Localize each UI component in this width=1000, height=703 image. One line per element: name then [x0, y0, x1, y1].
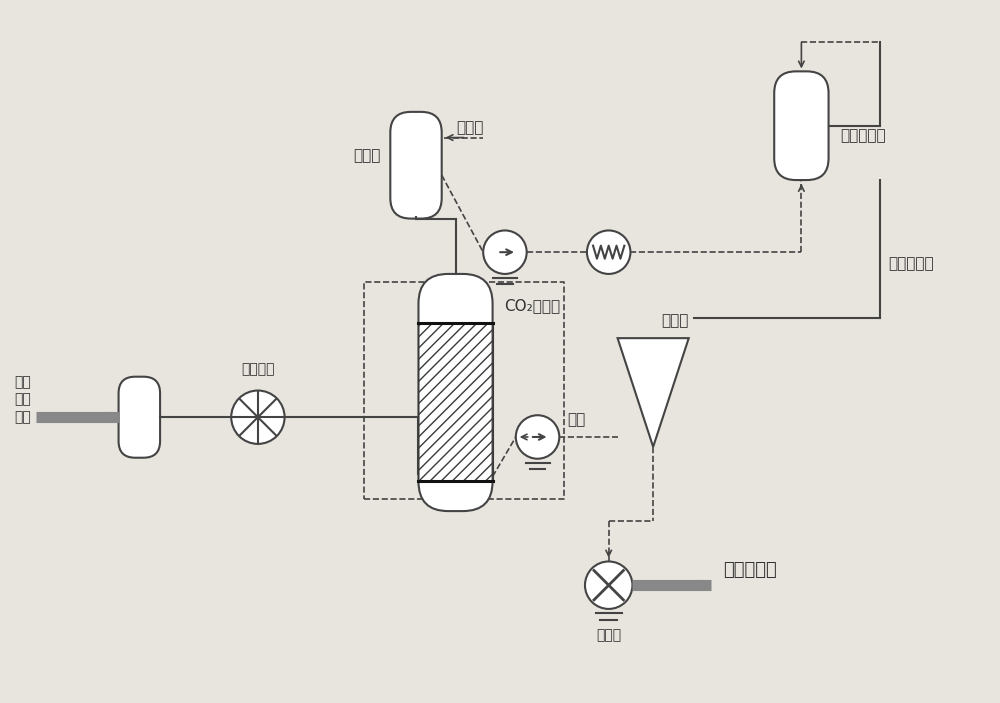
FancyBboxPatch shape — [119, 377, 160, 458]
Polygon shape — [618, 338, 689, 447]
Text: CO₂吸收塔: CO₂吸收塔 — [504, 299, 561, 314]
Text: 高压泵: 高压泵 — [596, 628, 621, 643]
Text: 增压风机: 增压风机 — [241, 363, 275, 377]
Circle shape — [231, 391, 285, 444]
Text: 去结晶工序: 去结晶工序 — [723, 562, 777, 579]
FancyBboxPatch shape — [418, 274, 493, 511]
Text: 旋流器: 旋流器 — [661, 314, 688, 328]
Text: 氨水配制槽: 氨水配制槽 — [840, 128, 886, 143]
Text: 循环水: 循环水 — [457, 120, 484, 135]
Text: 氨循环利用: 氨循环利用 — [888, 257, 934, 271]
Bar — [418, 323, 493, 482]
Circle shape — [587, 231, 630, 274]
Text: 水洗塔: 水洗塔 — [353, 148, 380, 163]
Circle shape — [483, 231, 527, 274]
FancyBboxPatch shape — [774, 72, 829, 180]
Text: 富液: 富液 — [567, 412, 585, 427]
Text: 高炉
煤气
入口: 高炉 煤气 入口 — [14, 375, 31, 424]
Circle shape — [516, 415, 559, 459]
Circle shape — [585, 562, 632, 609]
FancyBboxPatch shape — [390, 112, 442, 219]
